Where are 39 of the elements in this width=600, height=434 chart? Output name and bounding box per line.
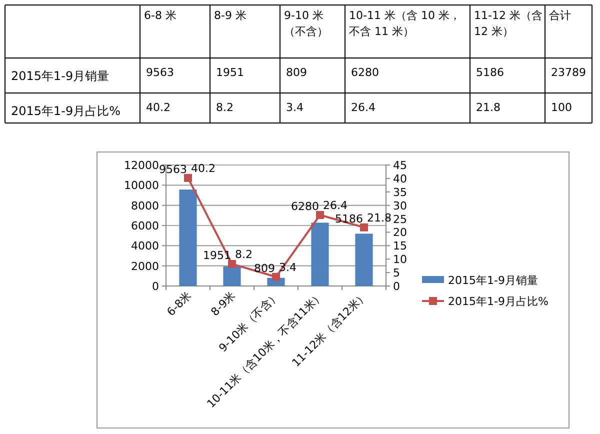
y2-tick-label: 25	[393, 212, 407, 226]
y2-tick-label: 45	[393, 159, 407, 172]
y-tick-label: 0	[152, 280, 159, 293]
legend-label: 2015年1-9月销量	[448, 274, 538, 287]
bar	[355, 234, 373, 286]
y2-tick-label: 5	[393, 266, 400, 280]
data-label: 40.2	[191, 162, 216, 175]
point	[228, 260, 236, 268]
y2-tick-label: 10	[393, 253, 407, 266]
y2-tick-label: 0	[393, 280, 400, 293]
point	[272, 272, 280, 281]
y2-tick-label: 30	[393, 199, 407, 212]
bar	[223, 266, 241, 286]
y-tick-label: 2000	[131, 260, 159, 273]
point	[316, 211, 324, 220]
y-tick-label: 12000	[124, 159, 159, 172]
point	[360, 223, 368, 232]
data-label: 9563	[159, 162, 187, 176]
bar	[179, 190, 197, 286]
y-tick-label: 8000	[131, 199, 159, 212]
value-table: 2015年1-9月销量 2015年1-9月占比% 6-8 米 8-9 米 9-10 米（不含） 10-11 米（含 10 米，不含 11 米） 11-12 米（含 12 米） 合计 9563 1951 809 6280 5186 23789 40.2 8.2 3.4 26.4 21.8 100	[4, 4, 592, 124]
x-tick-label: 8-9米	[208, 288, 238, 319]
data-label: 26.4	[323, 199, 348, 212]
data-label: 21.8	[367, 211, 392, 224]
bar	[311, 222, 329, 286]
x-tick-label: 6-8米	[164, 288, 194, 319]
point	[184, 174, 192, 182]
data-label: 8.2	[235, 248, 252, 261]
y2-tick-label: 35	[393, 186, 407, 199]
data-label: 6280	[291, 200, 319, 214]
data-label: 809	[254, 262, 275, 275]
y2-tick-label: 20	[393, 226, 407, 240]
data-label: 5186	[335, 212, 363, 226]
y-tick-label: 6000	[131, 220, 159, 232]
y2-tick-label: 15	[393, 240, 407, 253]
y-tick-label: 10000	[124, 179, 159, 192]
y-tick-label: 4000	[131, 240, 159, 253]
legend-label: 2015年1-9月占比%	[448, 295, 548, 308]
y2-tick-label: 40	[393, 172, 407, 186]
